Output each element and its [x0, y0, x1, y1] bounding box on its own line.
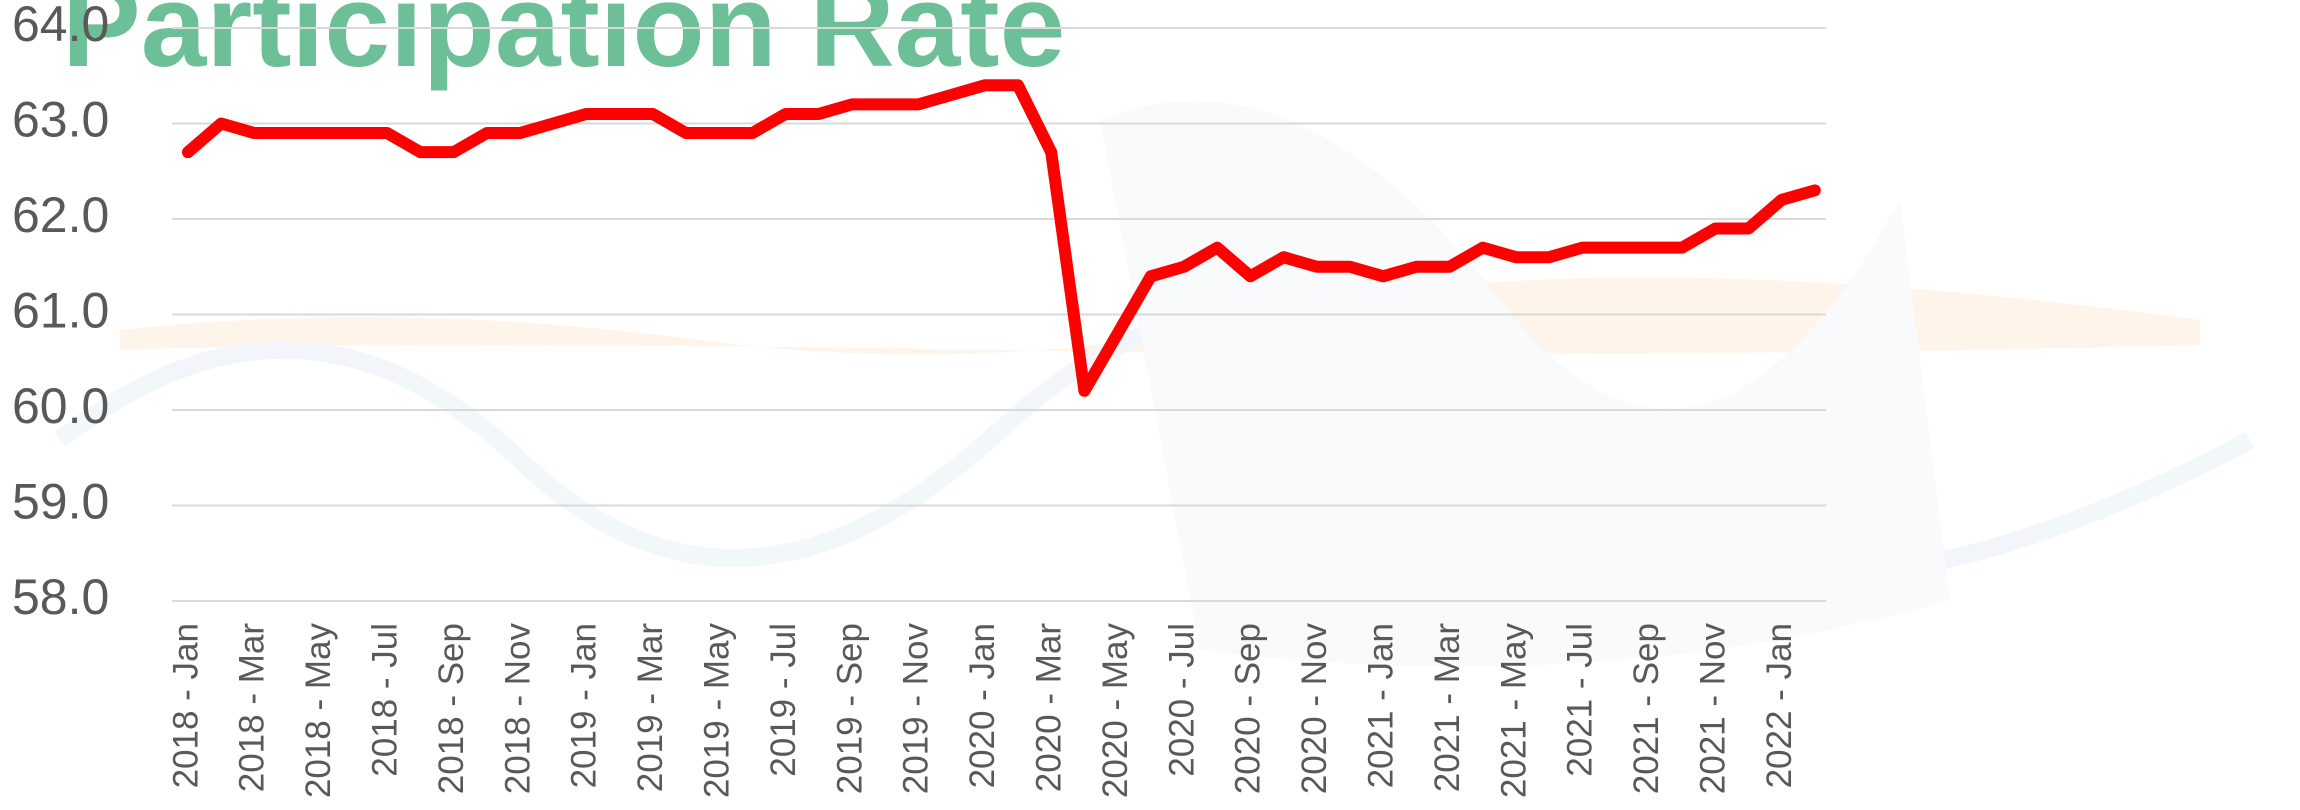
x-tick-label: 2021 - Nov — [1693, 623, 1732, 795]
y-tick-label: 63.0 — [12, 92, 109, 148]
y-tick-label: 64.0 — [12, 0, 109, 52]
x-tick-label: 2020 - May — [1096, 623, 1135, 799]
y-tick-label: 60.0 — [12, 378, 109, 434]
x-tick-label: 2021 - Mar — [1428, 623, 1467, 793]
x-tick-label: 2021 - Sep — [1627, 623, 1666, 794]
x-tick-label: 2020 - Jul — [1162, 623, 1201, 777]
x-tick-label: 2019 - Jul — [764, 623, 803, 777]
chart-title: Participation Rate — [62, 0, 1065, 92]
x-tick-label: 2019 - Mar — [631, 623, 670, 793]
x-tick-label: 2019 - May — [697, 623, 736, 799]
x-tick-label: 2018 - Jan — [166, 623, 205, 788]
x-tick-label: 2021 - Jul — [1561, 623, 1600, 777]
x-tick-label: 2018 - Jul — [365, 623, 404, 777]
x-tick-label: 2022 - Jan — [1760, 623, 1799, 788]
y-tick-label: 61.0 — [12, 283, 109, 339]
x-tick-label: 2018 - Mar — [233, 623, 272, 793]
x-tick-label: 2020 - Sep — [1229, 623, 1268, 794]
x-tick-label: 2019 - Sep — [830, 623, 869, 794]
x-tick-label: 2018 - May — [299, 623, 338, 799]
x-tick-label: 2020 - Mar — [1029, 623, 1068, 793]
x-tick-label: 2018 - Nov — [498, 623, 537, 795]
x-tick-label: 2021 - Jan — [1361, 623, 1400, 788]
y-tick-label: 58.0 — [12, 569, 109, 625]
data-line — [182, 79, 1821, 397]
x-tick-label: 2019 - Jan — [565, 623, 604, 788]
x-tick-label: 2020 - Nov — [1295, 623, 1334, 795]
x-tick-label: 2020 - Jan — [963, 623, 1002, 788]
x-tick-label: 2019 - Nov — [897, 623, 936, 795]
x-tick-label: 2021 - May — [1494, 623, 1533, 799]
x-tick-label: 2018 - Sep — [432, 623, 471, 794]
y-tick-label: 59.0 — [12, 474, 109, 530]
background-decoration — [54, 101, 2255, 667]
y-tick-label: 62.0 — [12, 187, 109, 243]
